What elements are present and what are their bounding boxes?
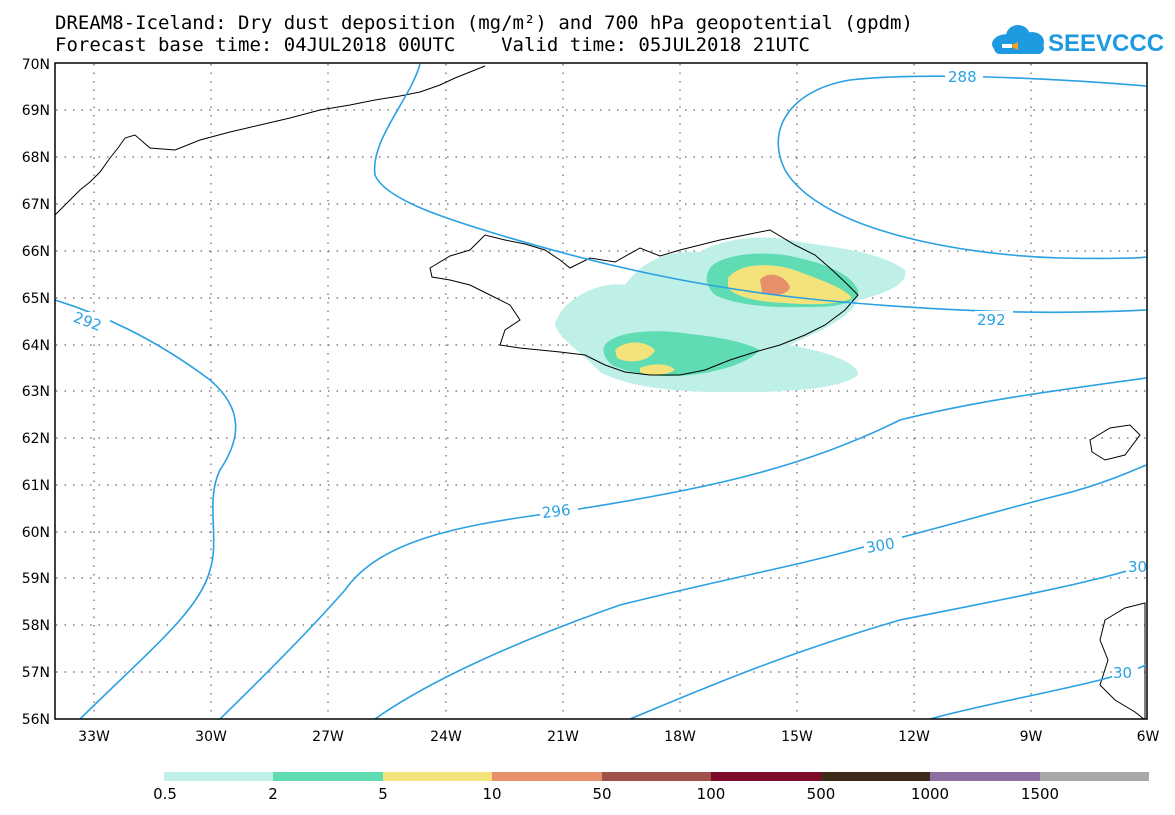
contour-label: 30 (1128, 558, 1147, 576)
contour-300 (374, 464, 1147, 719)
legend-label: 5 (378, 785, 388, 803)
contour-288-closed (777, 75, 1147, 260)
legend-label: 50 (592, 785, 612, 803)
chart-title: DREAM8-Iceland: Dry dust deposition (mg/… (55, 12, 913, 34)
lat-label: 58N (22, 618, 50, 634)
legend-swatch (930, 772, 1040, 781)
dust-level-5-south-2 (640, 364, 675, 375)
legend-swatch (602, 772, 711, 781)
dust-deposition-field (555, 237, 906, 393)
legend-swatch (492, 772, 602, 781)
contour-304 (629, 569, 1131, 719)
lat-label: 66N (22, 244, 50, 260)
legend-label: 500 (806, 785, 836, 803)
lat-label: 57N (22, 665, 50, 681)
graticule (56, 64, 1146, 718)
lon-label: 30W (195, 729, 227, 745)
lat-label: 56N (22, 712, 50, 728)
dust-level-10 (760, 274, 790, 295)
iceland-coast (429, 229, 859, 376)
contour-292 (55, 299, 237, 719)
legend-swatch (1040, 772, 1149, 781)
lat-label: 65N (22, 291, 50, 307)
longitude-labels: 33W 30W 27W 24W 21W 18W 15W 12W 9W 6W (78, 729, 1159, 745)
lon-label: 18W (664, 729, 696, 745)
lat-label: 67N (22, 197, 50, 213)
geopotential-contours (55, 63, 1147, 719)
lat-label: 63N (22, 384, 50, 400)
lon-label: 24W (430, 729, 462, 745)
legend-swatch (821, 772, 930, 781)
latitude-labels: 70N 69N 68N 67N 66N 65N 64N 63N 62N 61N … (22, 57, 50, 728)
lat-label: 64N (22, 338, 50, 354)
scotland-coast (1099, 602, 1146, 719)
lat-label: 68N (22, 150, 50, 166)
lat-label: 59N (22, 571, 50, 587)
logo-text: SEEVCCC (1048, 30, 1164, 57)
legend-label: 100 (696, 785, 726, 803)
legend-label: 2 (268, 785, 278, 803)
greenland-coast (55, 65, 486, 216)
lat-label: 69N (22, 103, 50, 119)
lon-label: 12W (898, 729, 930, 745)
dust-level-2-south (603, 331, 760, 376)
legend-swatch (711, 772, 821, 781)
contour-288 (373, 63, 1147, 314)
lat-label: 60N (22, 525, 50, 541)
legend-label: 1500 (1020, 785, 1060, 803)
contour-label: 300 (865, 534, 896, 557)
chart-subtitle-times: Forecast base time: 04JUL2018 00UTC Vali… (55, 34, 810, 56)
contour-label: 296 (541, 501, 572, 522)
lat-label: 61N (22, 478, 50, 494)
legend-label: 1000 (910, 785, 950, 803)
contour-labels: 288 292 292 296 300 30 30 (71, 68, 1147, 682)
legend-label: 10 (482, 785, 502, 803)
lon-label: 33W (78, 729, 110, 745)
lat-label: 62N (22, 431, 50, 447)
legend-swatch (273, 772, 383, 781)
dust-level-5-north (728, 265, 852, 305)
legend-swatch (383, 772, 492, 781)
map-frame (54, 62, 1148, 720)
lon-label: 21W (547, 729, 579, 745)
legend-swatch (164, 772, 273, 781)
cloud-icon (992, 25, 1044, 54)
legend-label: 0.5 (153, 785, 177, 803)
lat-label: 70N (22, 57, 50, 73)
contour-label: 292 (977, 311, 1006, 329)
lon-label: 15W (781, 729, 813, 745)
lon-label: 6W (1137, 729, 1160, 745)
contour-label: 30 (1113, 664, 1132, 682)
lon-label: 27W (312, 729, 344, 745)
lon-label: 9W (1020, 729, 1043, 745)
dust-level-5-south (615, 342, 655, 362)
contour-label: 288 (948, 68, 977, 86)
seevccc-logo: SEEVCCC (992, 25, 1164, 57)
contour-296 (219, 377, 1147, 719)
faroe-coast (1089, 424, 1141, 461)
coastlines (55, 65, 1146, 719)
